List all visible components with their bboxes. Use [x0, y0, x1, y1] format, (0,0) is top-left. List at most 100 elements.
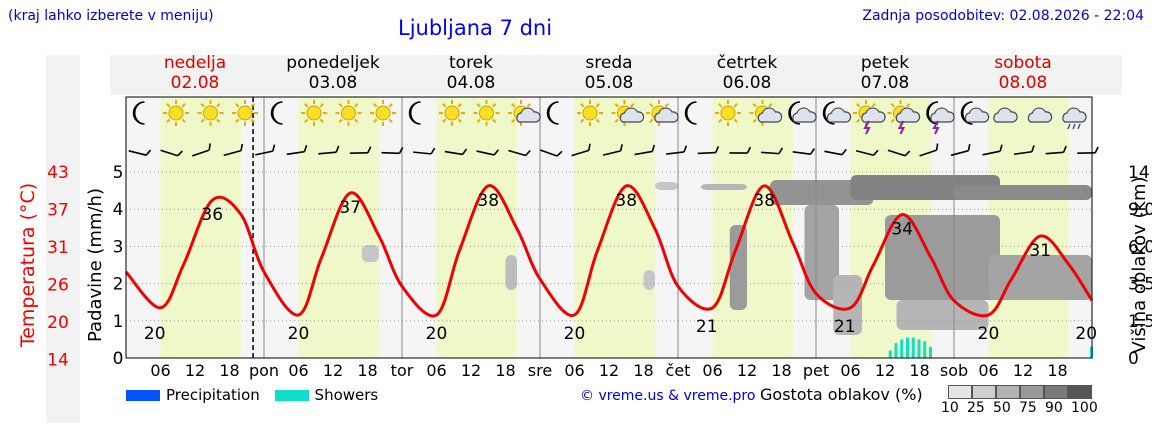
- cloud-scale-label: 75: [1019, 400, 1037, 416]
- shower-bar: [923, 341, 926, 358]
- temperature-label: 20: [1075, 324, 1097, 344]
- precip-tick-label: 4: [113, 200, 124, 220]
- day-abbr-label: sre: [528, 361, 552, 380]
- sun-icon: [715, 100, 741, 126]
- sun-icon: [439, 100, 465, 126]
- daylight-band: [713, 97, 794, 358]
- shower-bar: [900, 339, 903, 358]
- legend-showers: Showers: [315, 386, 379, 404]
- cloud-patch: [954, 185, 1092, 200]
- cloud-scale-cell: [1044, 385, 1068, 399]
- shower-bar: [889, 351, 892, 358]
- cloud-scale-cell: [1020, 385, 1044, 399]
- shower-bar: [895, 343, 898, 358]
- hour-tick-label: 12: [1013, 361, 1033, 380]
- hour-tick-label: 12: [875, 361, 895, 380]
- temp-axis-title: Temperatura (°C): [17, 183, 39, 348]
- cloud-scale-label: 90: [1045, 400, 1063, 416]
- temp-tick-label: 43: [47, 163, 69, 183]
- daylight-band: [575, 97, 656, 358]
- precip-axis-title: Padavine (mm/h): [85, 188, 106, 342]
- hour-tick-label: 06: [702, 361, 722, 380]
- sun-icon: [370, 100, 396, 126]
- precip-tick-label: 2: [113, 275, 124, 295]
- daylight-band: [161, 97, 242, 358]
- cloud-patch: [730, 225, 747, 310]
- day-abbr-label: sob: [940, 361, 968, 380]
- shower-bar: [906, 338, 909, 358]
- hour-tick-label: 18: [1047, 361, 1067, 380]
- showers-swatch: [275, 390, 309, 401]
- precip-tick-label: 3: [113, 237, 124, 257]
- hour-tick-label: 18: [633, 361, 653, 380]
- hour-tick-label: 12: [323, 361, 343, 380]
- cloud-scale-cell: [996, 385, 1020, 399]
- temperature-label: 21: [834, 317, 856, 337]
- sun-icon: [474, 100, 500, 126]
- sun-icon: [301, 100, 327, 126]
- temperature-label: 20: [564, 324, 586, 344]
- cloud-patch: [655, 182, 678, 190]
- cloud-patch: [506, 255, 518, 290]
- hour-tick-label: 18: [909, 361, 929, 380]
- daylight-band: [989, 97, 1070, 358]
- hour-tick-label: 18: [771, 361, 791, 380]
- temperature-label: 31: [1029, 241, 1051, 261]
- cloud-density-label: Gostota oblakov (%): [760, 385, 923, 404]
- hour-tick-label: 06: [978, 361, 998, 380]
- sun-icon: [336, 100, 362, 126]
- daylight-band: [299, 97, 380, 358]
- temperature-label: 36: [201, 205, 223, 225]
- hour-tick-label: 12: [737, 361, 757, 380]
- temperature-label: 21: [696, 317, 718, 337]
- hour-tick-label: 06: [150, 361, 170, 380]
- temperature-label: 20: [426, 324, 448, 344]
- cloud-scale-cell: [1068, 385, 1092, 399]
- temperature-label: 20: [144, 324, 166, 344]
- hour-tick-label: 12: [599, 361, 619, 380]
- cloud-patch: [701, 184, 747, 190]
- temp-tick-label: 14: [47, 351, 69, 371]
- temp-tick-label: 26: [47, 276, 69, 296]
- credit-link[interactable]: © vreme.us & vreme.pro: [580, 388, 755, 404]
- sun-icon: [198, 100, 224, 126]
- day-abbr-label: tor: [391, 361, 414, 380]
- cloud-height-axis-title: Višina oblakov (km): [1129, 176, 1150, 353]
- cloud-scale-label: 25: [967, 400, 985, 416]
- hour-tick-label: 06: [564, 361, 584, 380]
- cloud-scale-cell: [948, 385, 972, 399]
- temperature-label: 20: [288, 324, 310, 344]
- hour-tick-label: 18: [219, 361, 239, 380]
- hour-tick-label: 18: [357, 361, 377, 380]
- hour-tick-label: 12: [185, 361, 205, 380]
- temperature-label: 20: [978, 324, 1000, 344]
- shower-bar: [912, 338, 915, 358]
- temperature-label: 34: [891, 220, 913, 240]
- temperature-label: 38: [753, 191, 775, 211]
- legend: Precipitation Showers: [126, 386, 378, 404]
- precipitation-swatch: [126, 390, 160, 401]
- cloud-patch: [644, 270, 656, 290]
- sun-icon: [232, 100, 258, 126]
- hour-tick-label: 06: [840, 361, 860, 380]
- hour-tick-label: 06: [288, 361, 308, 380]
- precip-tick-label: 1: [113, 312, 124, 332]
- day-abbr-label: čet: [666, 361, 691, 380]
- temp-tick-label: 31: [47, 238, 69, 258]
- daylight-band: [437, 97, 518, 358]
- precip-tick-label: 5: [113, 163, 124, 183]
- cloud-scale-label: 50: [993, 400, 1011, 416]
- day-abbr-label: pet: [803, 361, 829, 380]
- temperature-label: 37: [339, 198, 361, 218]
- precip-tick-label: 0: [113, 349, 124, 369]
- cloud-scale-cell: [972, 385, 996, 399]
- hour-tick-label: 12: [461, 361, 481, 380]
- temperature-label: 38: [615, 191, 637, 211]
- shower-bar: [918, 339, 921, 358]
- shower-bar: [929, 347, 932, 358]
- temp-tick-label: 37: [47, 201, 69, 221]
- temperature-label: 38: [477, 191, 499, 211]
- hour-tick-label: 18: [495, 361, 515, 380]
- cloud-scale-label: 10: [941, 400, 959, 416]
